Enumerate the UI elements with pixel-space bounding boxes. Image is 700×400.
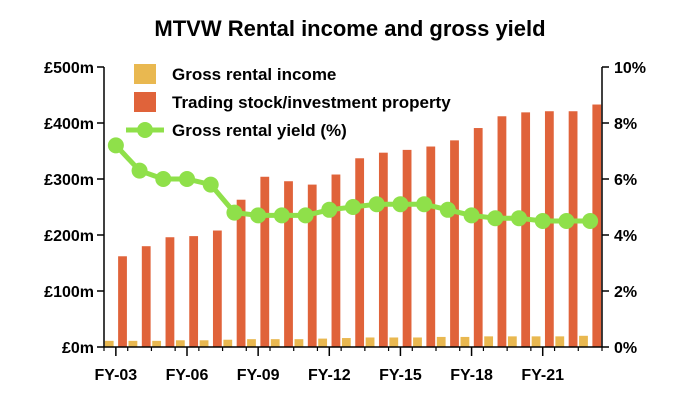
yield-point — [155, 171, 172, 187]
bar-gross-rental-income — [413, 337, 422, 347]
bar-gross-rental-income — [175, 340, 185, 347]
bar-gross-rental-income — [104, 340, 114, 347]
yield-point — [368, 196, 385, 213]
bar-trading-stock — [521, 112, 531, 347]
bar-gross-rental-income — [579, 335, 588, 347]
bar-gross-rental-income — [128, 340, 138, 347]
y-right-tick-label: 2% — [614, 284, 637, 301]
yield-point — [558, 213, 575, 229]
bar-gross-rental-income — [152, 340, 162, 347]
bar-trading-stock — [307, 184, 317, 347]
y-right-tick-label: 8% — [614, 116, 637, 133]
bar-trading-stock — [165, 237, 175, 347]
x-tick-label: FY-18 — [450, 367, 493, 384]
y-left-tick-label: £0m — [62, 340, 94, 357]
yield-point — [250, 207, 267, 224]
bar-trading-stock — [450, 140, 459, 347]
legend-label: Trading stock/investment property — [172, 93, 451, 112]
x-tick-label: FY-15 — [379, 367, 422, 384]
legend-swatch-gross-rental-income — [134, 64, 156, 84]
bar-trading-stock — [189, 236, 199, 347]
yield-point — [416, 196, 433, 213]
plot-area: £0m £100m £200m £300m £400m £500m 0% 2% 4% 6% 8% 10… — [44, 60, 646, 384]
yield-point — [321, 201, 338, 218]
x-tick-label: FY-21 — [521, 367, 564, 384]
y-right-tick-label: 10% — [614, 60, 646, 77]
bar-gross-rental-income — [389, 337, 399, 347]
y-right-tick-label: 4% — [614, 228, 637, 245]
bar-trading-stock — [592, 104, 602, 348]
x-tick-label: FY-09 — [237, 367, 280, 384]
bar-trading-stock — [402, 149, 412, 347]
yield-point — [534, 213, 551, 229]
bar-trading-stock — [331, 174, 341, 347]
bar-gross-rental-income — [247, 339, 256, 347]
x-tick-label: FY-03 — [95, 367, 138, 384]
bar-trading-stock — [236, 199, 246, 347]
yield-point — [273, 207, 290, 224]
y-right-tick-label: 0% — [614, 340, 637, 357]
yield-point — [297, 207, 314, 224]
y-left-tick-label: £100m — [44, 284, 94, 301]
yield-point — [487, 210, 504, 227]
yield-point — [582, 213, 599, 229]
bar-trading-stock — [378, 152, 388, 347]
y-left-tick-label: £400m — [44, 116, 94, 133]
bar-trading-stock — [355, 158, 365, 347]
chart-title: MTVW Rental income and gross yield — [154, 16, 545, 41]
bar-gross-rental-income — [531, 336, 541, 347]
y-left-tick-label: £500m — [44, 60, 94, 77]
bar-trading-stock — [568, 111, 578, 348]
yield-point — [345, 199, 361, 215]
yield-point — [179, 171, 195, 187]
yield-point — [463, 207, 480, 224]
bar-gross-rental-income — [199, 340, 209, 347]
bar-trading-stock — [284, 181, 293, 347]
bar-gross-rental-income — [294, 339, 304, 347]
x-tick-label: FY-06 — [166, 367, 209, 384]
yield-point — [392, 196, 409, 213]
yield-point — [226, 204, 243, 221]
bar-trading-stock — [473, 128, 483, 347]
bar-trading-stock — [426, 146, 436, 347]
bar-gross-rental-income — [223, 339, 233, 347]
yield-point — [107, 137, 124, 154]
bar-gross-rental-income — [460, 336, 470, 347]
bar-gross-rental-income — [318, 338, 328, 347]
bar-gross-rental-income — [507, 336, 517, 347]
yield-point — [439, 201, 456, 218]
y-left-tick-label: £200m — [44, 228, 94, 245]
y-left-tick-label: £300m — [44, 172, 94, 189]
bar-trading-stock — [141, 246, 151, 347]
bar-gross-rental-income — [270, 339, 280, 347]
bar-trading-stock — [544, 111, 554, 348]
legend-swatch-trading-stock — [134, 92, 156, 112]
bar-trading-stock — [260, 176, 270, 347]
yield-point — [131, 162, 148, 179]
legend: Gross rental income Trading stock/investm… — [126, 64, 451, 140]
bar-gross-rental-income — [341, 338, 351, 347]
y-right-tick-label: 6% — [614, 172, 637, 189]
legend-swatch-yield-marker — [137, 122, 153, 138]
bar-gross-rental-income — [436, 336, 446, 347]
bar-trading-stock — [212, 230, 222, 347]
yield-point — [511, 210, 527, 227]
bar-trading-stock — [497, 116, 507, 347]
legend-label: Gross rental income — [172, 65, 336, 84]
bar-gross-rental-income — [555, 336, 565, 347]
bar-trading-stock — [118, 256, 127, 347]
bar-gross-rental-income — [365, 337, 375, 347]
x-tick-label: FY-12 — [308, 367, 351, 384]
legend-label: Gross rental yield (%) — [172, 121, 347, 140]
bar-gross-rental-income — [484, 336, 494, 347]
yield-point — [202, 176, 219, 193]
